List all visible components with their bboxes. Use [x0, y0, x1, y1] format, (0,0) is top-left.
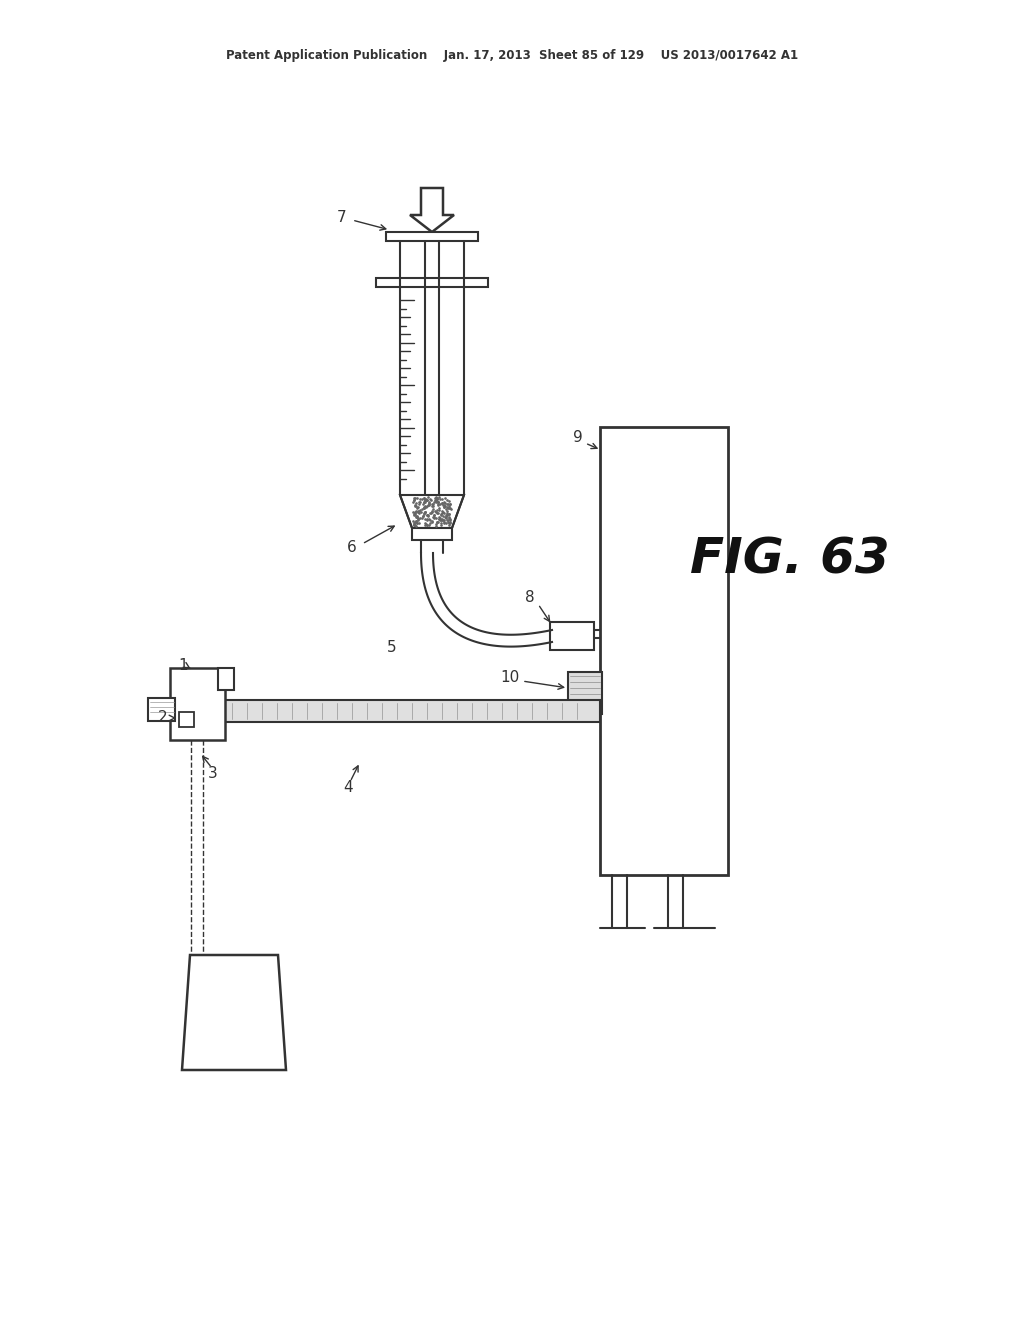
Bar [600, 426, 728, 875]
Polygon shape [182, 954, 286, 1071]
Text: 10: 10 [501, 671, 519, 685]
Bar [568, 672, 602, 714]
Text: 6: 6 [347, 540, 357, 556]
Text: 1: 1 [178, 657, 187, 672]
Text: 7: 7 [337, 210, 347, 226]
Text: 4: 4 [343, 780, 353, 796]
Bar [148, 698, 175, 721]
Bar [170, 668, 225, 741]
Text: 2: 2 [158, 710, 168, 726]
Bar [190, 700, 600, 722]
Bar [550, 622, 594, 649]
Bar [218, 668, 234, 690]
Bar [412, 528, 452, 540]
Bar [386, 232, 478, 242]
Text: 8: 8 [525, 590, 535, 606]
Polygon shape [410, 187, 454, 232]
Text: 3: 3 [208, 766, 218, 780]
Bar [376, 279, 488, 286]
Text: FIG. 63: FIG. 63 [690, 536, 890, 583]
Text: Patent Application Publication    Jan. 17, 2013  Sheet 85 of 129    US 2013/0017: Patent Application Publication Jan. 17, … [226, 49, 798, 62]
Bar [179, 711, 194, 727]
Text: 5: 5 [387, 640, 397, 656]
Text: 9: 9 [573, 430, 583, 446]
